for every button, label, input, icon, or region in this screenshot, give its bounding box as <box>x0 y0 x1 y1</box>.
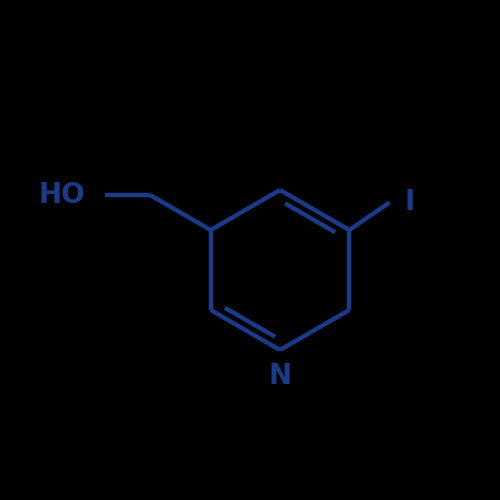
Text: N: N <box>268 362 291 390</box>
Text: I: I <box>404 188 414 216</box>
Text: HO: HO <box>38 181 85 209</box>
